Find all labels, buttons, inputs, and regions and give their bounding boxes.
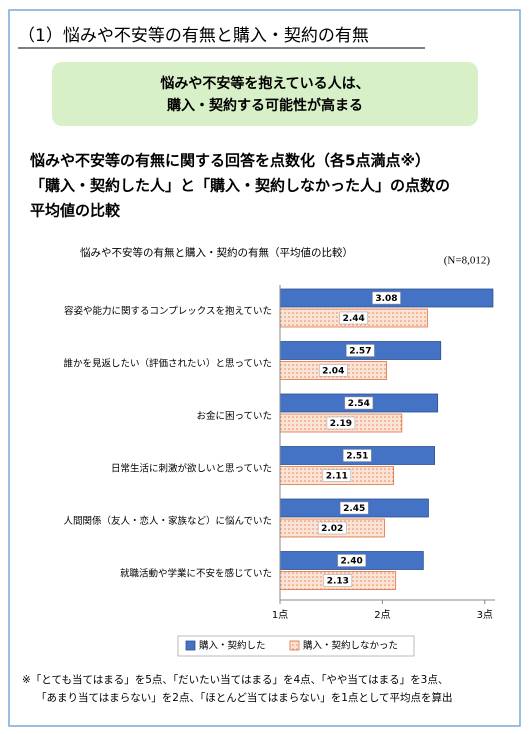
value-label: 2.19	[330, 419, 352, 429]
heading: 平均値の比較	[30, 202, 121, 220]
value-label: 2.04	[322, 367, 344, 377]
value-label: 2.51	[346, 452, 368, 462]
value-label: 2.02	[321, 524, 343, 534]
value-label-box	[344, 396, 374, 410]
legend-label: 購入・契約しなかった	[303, 640, 398, 652]
category-label: 人間関係（友人・恋人・家族など）に悩んでいた	[63, 515, 272, 527]
category-label: 就職活動や学業に不安を感じていた	[120, 567, 272, 579]
x-tick-label: 2点	[374, 609, 390, 621]
page-title: （1）悩みや不安等の有無と購入・契約の有無	[18, 26, 369, 46]
value-label: 2.54	[348, 399, 370, 409]
value-label: 2.40	[341, 557, 363, 567]
value-label-box	[346, 344, 375, 357]
category-label: 日常生活に刺激が欲しいと思っていた	[111, 462, 272, 474]
category-label: 容姿や能力に関するコンプレックスを抱えていた	[64, 305, 272, 317]
x-tick-label: 3点	[477, 609, 493, 621]
chart-note: (N=8,012)	[444, 255, 491, 267]
heading: 悩みや不安等の有無に関する回答を点数化（各5点満点※）	[29, 152, 430, 170]
value-label: 2.44	[343, 314, 365, 324]
value-label-box	[318, 364, 348, 377]
value-label-box	[343, 449, 372, 462]
value-label-box	[323, 574, 353, 587]
chart-title: 悩みや不安等の有無と購入・契約の有無（平均値の比較）	[80, 246, 353, 259]
value-label: 2.11	[326, 472, 348, 482]
value-label: 2.45	[343, 504, 365, 514]
value-label: 2.13	[327, 577, 349, 587]
category-label: 誰かを見返したい（評価されたい）と思っていた	[63, 357, 272, 369]
value-label-box	[339, 501, 369, 515]
value-label-box	[339, 311, 368, 325]
footnote: 「あまり当てはまらない」を2点、「ほとんど当てはまらない」を1点として平均点を算…	[36, 691, 453, 704]
legend-swatch	[185, 640, 196, 651]
value-label: 2.57	[349, 347, 371, 357]
value-label-box	[372, 291, 401, 305]
callout-box	[52, 62, 478, 126]
category-label: お金に困っていた	[196, 410, 272, 422]
value-label-box	[322, 469, 352, 482]
value-label-box	[317, 521, 347, 535]
frame	[8, 9, 521, 727]
callout-text: 悩みや不安等を抱えている人は、	[160, 75, 369, 92]
value-label: 3.08	[375, 294, 397, 304]
footnote: ※「とても当てはまる」を5点、「だいたい当てはまる」を4点、「やや当てはまる」を…	[22, 673, 448, 686]
value-label-box	[326, 416, 356, 430]
callout-text: 購入・契約する可能性が高まる	[166, 97, 363, 114]
heading: 「購入・契約した人」と「購入・契約しなかった人」の点数の	[30, 177, 450, 195]
x-tick-label: 1点	[272, 609, 288, 621]
value-label-box	[337, 554, 366, 567]
legend-label: 購入・契約した	[199, 640, 266, 652]
legend-swatch	[289, 640, 300, 651]
